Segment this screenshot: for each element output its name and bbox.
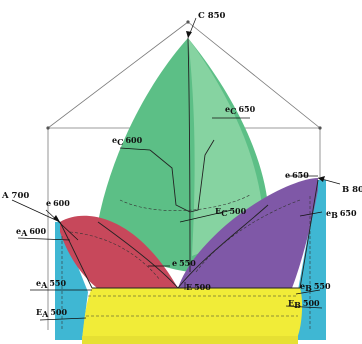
label-ea550: eA 550 (36, 278, 66, 290)
node-c (186, 20, 190, 24)
solid-region-base (82, 336, 298, 344)
left-corner-edge (59, 221, 93, 289)
leader-ea600 (17, 237, 71, 241)
vertex-label-b: B 800 (342, 185, 362, 195)
arrow-b (318, 176, 325, 182)
leader-eb550 (295, 289, 321, 295)
node-a (46, 126, 50, 130)
c-inner-line-1 (149, 149, 191, 213)
leader-ec600 (119, 147, 151, 151)
b-liquidus-surface (178, 178, 318, 288)
label-e650: e 650 (285, 170, 309, 180)
arrow-heads (53, 31, 325, 222)
arrow-c (186, 31, 192, 38)
c-liquidus-highlight (188, 38, 262, 256)
label-ea600: eA 600 (16, 226, 46, 238)
boundary-lines (59, 37, 319, 289)
frame-edge-c-b (187, 21, 321, 129)
label-e550: e 550 (172, 258, 196, 268)
isotherm-c (119, 194, 251, 211)
label-ec650: eC 650 (225, 104, 256, 116)
frame-edge-a-c (47, 21, 189, 129)
leader-a (11, 199, 61, 223)
right-corner-edge (299, 179, 319, 289)
label-ec500: EC 500 (215, 206, 247, 218)
solid-region (82, 288, 303, 340)
eutectic-trough-right (177, 204, 269, 289)
vertex-label-c: C 850 (198, 11, 226, 21)
node-b (318, 126, 322, 130)
leader-eb500 (285, 305, 323, 309)
leader-eb650 (299, 211, 323, 217)
label-eb500: EB 500 (288, 298, 320, 310)
label-e600: e 600 (46, 198, 70, 208)
label-e500: E 500 (186, 282, 211, 292)
a-liquidus-surface (60, 215, 178, 290)
label-ea500: EA 500 (36, 307, 67, 319)
c-inner-line-2 (189, 139, 215, 213)
frame-nodes (46, 20, 322, 130)
arrow-a (53, 215, 60, 222)
label-leaders (11, 17, 341, 321)
leader-ea500 (39, 317, 87, 321)
left-side-face (55, 222, 88, 340)
isotherm-b (195, 199, 301, 273)
leader-ec500 (179, 209, 233, 223)
isotherm-a (69, 231, 161, 281)
leader-e600 (45, 209, 79, 241)
vertex-label-a: A 700 (1, 191, 29, 201)
c-ridge (187, 37, 191, 273)
label-eb550: eB 550 (300, 281, 331, 293)
label-ec600: eC 600 (112, 135, 143, 147)
label-eb650: eB 650 (326, 208, 357, 220)
eutectic-trough-left (97, 221, 179, 289)
